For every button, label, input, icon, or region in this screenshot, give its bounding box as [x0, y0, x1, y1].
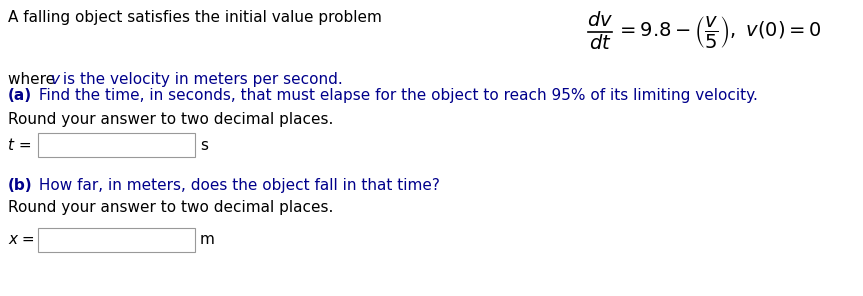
FancyBboxPatch shape	[38, 228, 195, 252]
Text: Round your answer to two decimal places.: Round your answer to two decimal places.	[8, 112, 333, 127]
Text: Round your answer to two decimal places.: Round your answer to two decimal places.	[8, 200, 333, 215]
Text: is the velocity in meters per second.: is the velocity in meters per second.	[58, 72, 343, 87]
Text: where: where	[8, 72, 60, 87]
Text: v: v	[51, 72, 60, 87]
Text: Find the time, in seconds, that must elapse for the object to reach 95% of its l: Find the time, in seconds, that must ela…	[34, 88, 758, 103]
Text: How far, in meters, does the object fall in that time?: How far, in meters, does the object fall…	[34, 178, 440, 193]
FancyBboxPatch shape	[38, 133, 195, 157]
Text: t =: t =	[8, 138, 32, 152]
Text: $= 9.8 - \left(\dfrac{v}{5}\right),\ v(0) = 0$: $= 9.8 - \left(\dfrac{v}{5}\right),\ v(0…	[616, 14, 822, 50]
Text: s: s	[200, 138, 208, 152]
Text: $dt$: $dt$	[589, 34, 611, 53]
Text: m: m	[200, 232, 215, 247]
Text: x =: x =	[8, 232, 35, 247]
Text: (b): (b)	[8, 178, 33, 193]
Text: A falling object satisfies the initial value problem: A falling object satisfies the initial v…	[8, 10, 381, 25]
Text: (a): (a)	[8, 88, 32, 103]
Text: $dv$: $dv$	[587, 11, 613, 30]
